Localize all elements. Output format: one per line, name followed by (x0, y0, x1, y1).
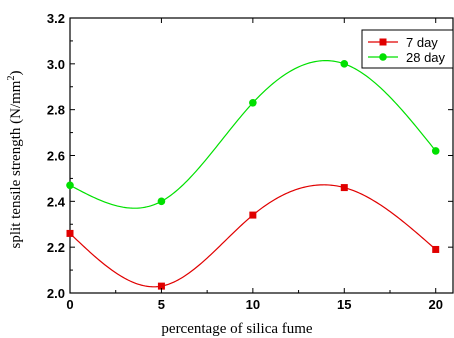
x-tick-label: 0 (66, 297, 73, 312)
legend-box (361, 29, 454, 69)
legend-marker-square (379, 38, 387, 46)
x-axis: 0 5 10 15 20 (66, 18, 443, 312)
y-axis-title-suffix: ) (8, 71, 24, 76)
y-axis-title-superscript: 2 (6, 76, 17, 81)
legend-marker-circle (379, 53, 387, 61)
y-tick-label: 2.0 (47, 286, 65, 301)
x-tick-label: 20 (428, 297, 442, 312)
y-tick-label: 3.0 (47, 57, 65, 72)
legend-label-1: 7 day (406, 35, 438, 50)
x-tick-label: 10 (246, 297, 260, 312)
series-markers (66, 60, 440, 290)
data-point-square (432, 245, 440, 253)
data-point-circle (157, 197, 166, 206)
data-point-circle (340, 60, 349, 68)
data-point-circle (431, 147, 440, 155)
y-tick-label: 2.8 (47, 103, 65, 118)
data-point-square (249, 211, 257, 219)
y-tick-label: 2.6 (47, 149, 65, 164)
x-tick-label: 15 (337, 297, 351, 312)
y-tick-label: 2.2 (47, 240, 65, 255)
data-point-circle (66, 181, 74, 190)
data-point-square (157, 282, 165, 290)
data-point-square (340, 184, 348, 192)
series-line-2 (69, 60, 437, 209)
y-tick-label: 2.4 (47, 194, 66, 209)
data-point-circle (249, 98, 257, 107)
y-axis: 2.0 2.2 2.4 2.6 2.8 3.0 3.2 (47, 11, 453, 301)
series-curves (69, 60, 437, 288)
y-axis-title-main: split tensile strength (N/mm (8, 80, 24, 248)
series-line-1 (69, 184, 437, 288)
legend-label-2: 28 day (406, 50, 446, 65)
data-point-square (66, 229, 74, 237)
y-tick-label: 3.2 (47, 11, 65, 26)
x-tick-label: 5 (158, 297, 165, 312)
x-axis-title: percentage of silica fume (161, 321, 313, 337)
y-axis-title: split tensile strength (N/mm2) (6, 71, 24, 249)
